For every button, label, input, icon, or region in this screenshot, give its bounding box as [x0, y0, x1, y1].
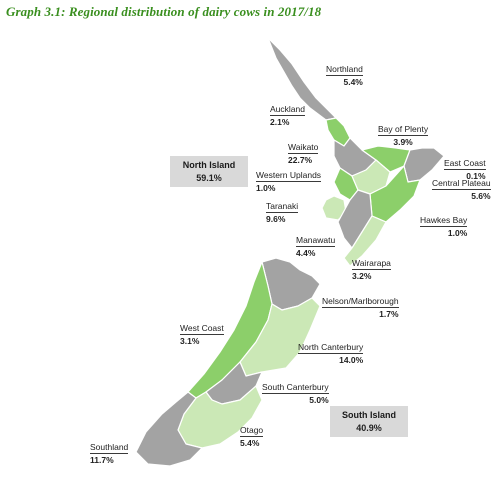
region-value: 5.0% [309, 395, 329, 405]
region-value: 5.4% [343, 77, 363, 87]
label-waikato: Waikato 22.7% [288, 142, 319, 165]
north-island-summary: North Island 59.1% [170, 156, 248, 187]
region-name: Southland [90, 442, 129, 454]
map-title: Graph 3.1: Regional distribution of dair… [6, 4, 322, 19]
region-value: 1.0% [447, 228, 468, 238]
north-island-name: North Island [182, 160, 236, 170]
label-southland: Southland 11.7% [90, 442, 129, 465]
region-name: Waikato [288, 142, 319, 154]
region-value: 4.4% [296, 248, 316, 258]
region-value: 2.1% [270, 117, 290, 127]
region-value: 5.4% [240, 438, 260, 448]
label-northland: Northland 5.4% [326, 64, 363, 87]
region-north-canterbury [239, 297, 321, 377]
south-island-summary: South Island 40.9% [330, 406, 408, 437]
label-central-plateau: Central Plateau 5.6% [432, 178, 491, 201]
region-name: Nelson/Marlborough [322, 296, 399, 308]
region-name: East Coast [444, 158, 486, 170]
region-name: Wairarapa [352, 258, 391, 270]
region-value: 3.1% [180, 336, 200, 346]
region-value: 1.0% [256, 183, 276, 193]
region-value: 11.7% [90, 455, 114, 465]
region-name: South Canterbury [262, 382, 329, 394]
region-value: 14.0% [339, 355, 364, 365]
region-name: West Coast [180, 323, 224, 335]
region-value: 1.7% [379, 309, 399, 319]
region-value: 0.1% [466, 171, 486, 181]
region-value: 9.6% [266, 214, 286, 224]
region-value: 5.6% [471, 191, 491, 201]
south-island-name: South Island [342, 410, 396, 420]
region-southland [135, 391, 203, 467]
region-taranaki [321, 195, 347, 221]
label-nelson-marlborough: Nelson/Marlborough 1.7% [322, 296, 399, 319]
region-name: North Canterbury [298, 342, 364, 354]
region-east-coast [403, 147, 445, 183]
region-name: Manawatu [296, 235, 336, 247]
label-west-coast: West Coast 3.1% [180, 323, 224, 346]
label-auckland: Auckland 2.1% [270, 104, 305, 127]
region-name: Northland [326, 64, 363, 76]
label-hawkes-bay: Hawkes Bay 1.0% [420, 215, 468, 238]
region-value: 3.9% [393, 137, 413, 147]
label-east-coast: East Coast 0.1% [444, 158, 486, 181]
region-name: Western Uplands [256, 170, 322, 182]
label-taranaki: Taranaki 9.6% [266, 201, 299, 224]
north-island-value: 59.1% [196, 173, 222, 183]
label-western-uplands: Western Uplands 1.0% [256, 170, 322, 193]
south-island-value: 40.9% [356, 423, 382, 433]
region-wairarapa [343, 215, 387, 267]
label-north-canterbury: North Canterbury 14.0% [298, 342, 364, 365]
label-bay-of-plenty: Bay of Plenty 3.9% [378, 124, 429, 147]
region-value: 22.7% [288, 155, 313, 165]
label-otago: Otago 5.4% [240, 425, 264, 448]
region-name: Hawkes Bay [420, 215, 468, 227]
region-name: Otago [240, 425, 264, 437]
region-name: Central Plateau [432, 178, 491, 190]
region-name: Bay of Plenty [378, 124, 429, 136]
label-manawatu: Manawatu 4.4% [296, 235, 336, 258]
label-wairarapa: Wairarapa 3.2% [352, 258, 391, 281]
region-name: Taranaki [266, 201, 299, 213]
label-south-canterbury: South Canterbury 5.0% [262, 382, 329, 405]
region-name: Auckland [270, 104, 305, 116]
region-value: 3.2% [352, 271, 372, 281]
